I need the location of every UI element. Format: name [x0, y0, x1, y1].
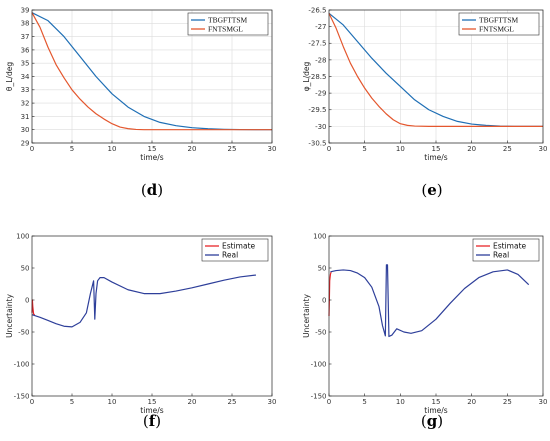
y-tick-label: -29	[315, 90, 326, 98]
series-line-fntsmgl	[328, 13, 543, 127]
y-tick-label: -150	[311, 392, 327, 400]
caption-d: (d)	[141, 181, 163, 199]
plot-area	[32, 236, 272, 396]
x-tick-label: 10	[396, 398, 405, 406]
y-tick-label: 31	[21, 113, 30, 121]
x-tick-label: 0	[30, 398, 34, 406]
x-tick-label: 10	[108, 145, 117, 153]
y-tick-label: -27.5	[308, 40, 326, 48]
y-tick-label: -150	[14, 392, 30, 400]
x-tick-label: 10	[396, 145, 405, 153]
y-tick-label: -28.5	[308, 73, 326, 81]
y-tick-label: 32	[21, 100, 30, 108]
x-axis-label: time/s	[140, 153, 163, 162]
y-axis-label: θ_L/deg	[5, 62, 14, 91]
y-tick-label: 0	[25, 296, 29, 304]
legend-entry: TBGFTTSM	[479, 16, 519, 25]
x-axis-label: time/s	[140, 406, 163, 415]
series-line-fntsmgl	[31, 12, 272, 131]
y-tick-label: -50	[315, 328, 326, 336]
legend-entry: Real	[222, 251, 238, 260]
x-tick-label: 20	[188, 145, 197, 153]
series-line-real	[31, 274, 257, 328]
x-tick-label: 0	[327, 398, 331, 406]
x-tick-label: 30	[268, 398, 277, 406]
x-tick-label: 15	[148, 398, 157, 406]
y-tick-label: -100	[311, 360, 327, 368]
y-tick-label: -27	[315, 23, 326, 31]
y-tick-label: 100	[313, 232, 326, 240]
y-tick-label: 39	[21, 6, 30, 14]
y-tick-label: 37	[21, 33, 30, 41]
y-axis-label: φ_L/deg	[302, 61, 311, 91]
x-axis-label: time/s	[424, 153, 447, 162]
y-tick-label: -30	[315, 123, 326, 131]
chart-d: 0 5 10 15 20 25 30 29 30 31 32 33 34 35 36 37 38 39 time/s…	[5, 6, 276, 162]
y-tick-label: 30	[21, 126, 30, 134]
y-tick-label: -100	[14, 360, 30, 368]
caption-f: (f)	[143, 412, 161, 430]
chart-f: 0 5 10 15 20 25 30 -150 -100 -50 0 50 100 time/s Uncer…	[5, 232, 276, 415]
legend-entry: FNTSMGL	[479, 25, 514, 34]
legend-box	[187, 12, 269, 36]
x-tick-label: 0	[30, 145, 34, 153]
y-tick-label: -28	[315, 56, 326, 64]
x-tick-label: 15	[148, 145, 157, 153]
y-tick-label: 50	[318, 264, 327, 272]
x-tick-label: 25	[503, 145, 512, 153]
x-tick-label: 25	[228, 145, 237, 153]
legend-entry: Real	[493, 251, 509, 260]
x-tick-label: 5	[70, 145, 74, 153]
y-tick-label: 0	[322, 296, 326, 304]
x-tick-label: 30	[268, 145, 277, 153]
x-tick-label: 10	[108, 398, 117, 406]
legend-entry: Estimate	[493, 242, 527, 251]
y-tick-label: 36	[21, 46, 30, 54]
x-tick-label: 25	[503, 398, 512, 406]
x-tick-label: 20	[467, 398, 476, 406]
x-tick-label: 20	[188, 398, 197, 406]
caption-g: (g)	[421, 412, 443, 430]
x-tick-label: 15	[432, 398, 441, 406]
x-tick-label: 5	[362, 145, 366, 153]
y-tick-label: 38	[21, 20, 30, 28]
x-tick-label: 25	[228, 398, 237, 406]
plot-area	[329, 236, 543, 396]
y-tick-label: 34	[21, 73, 30, 81]
legend-entry: TBGFTTSM	[208, 16, 248, 25]
x-tick-label: 5	[70, 398, 74, 406]
y-tick-label: 35	[21, 60, 30, 68]
y-tick-label: 50	[21, 264, 30, 272]
caption-e: (e)	[421, 181, 442, 199]
x-tick-label: 0	[327, 145, 331, 153]
legend-box	[458, 12, 540, 36]
legend-entry: FNTSMGL	[208, 25, 243, 34]
y-tick-label: -26.5	[308, 6, 326, 14]
chart-g: 0 5 10 15 20 25 30 -150 -100 -50 0 50 100 time/s Uncer…	[302, 232, 547, 415]
y-axis-label: Uncertainty	[5, 294, 14, 338]
x-tick-label: 20	[467, 145, 476, 153]
y-tick-label: -30.5	[308, 139, 326, 147]
series-line-real	[330, 264, 530, 338]
chart-e: 0 5 10 15 20 25 30 -30.5 -30 -29.5 -29 -28.5 -28 -27.…	[302, 6, 547, 162]
y-tick-label: 33	[21, 86, 30, 94]
x-tick-label: 15	[432, 145, 441, 153]
y-tick-label: -50	[18, 328, 29, 336]
x-tick-label: 5	[362, 398, 366, 406]
y-tick-label: 29	[21, 139, 30, 147]
x-tick-label: 30	[539, 145, 548, 153]
x-axis-label: time/s	[424, 406, 447, 415]
y-tick-label: 100	[16, 232, 29, 240]
y-axis-label: Uncertainty	[302, 294, 311, 338]
legend-entry: Estimate	[222, 242, 256, 251]
y-tick-label: -29.5	[308, 106, 326, 114]
x-tick-label: 30	[539, 398, 548, 406]
